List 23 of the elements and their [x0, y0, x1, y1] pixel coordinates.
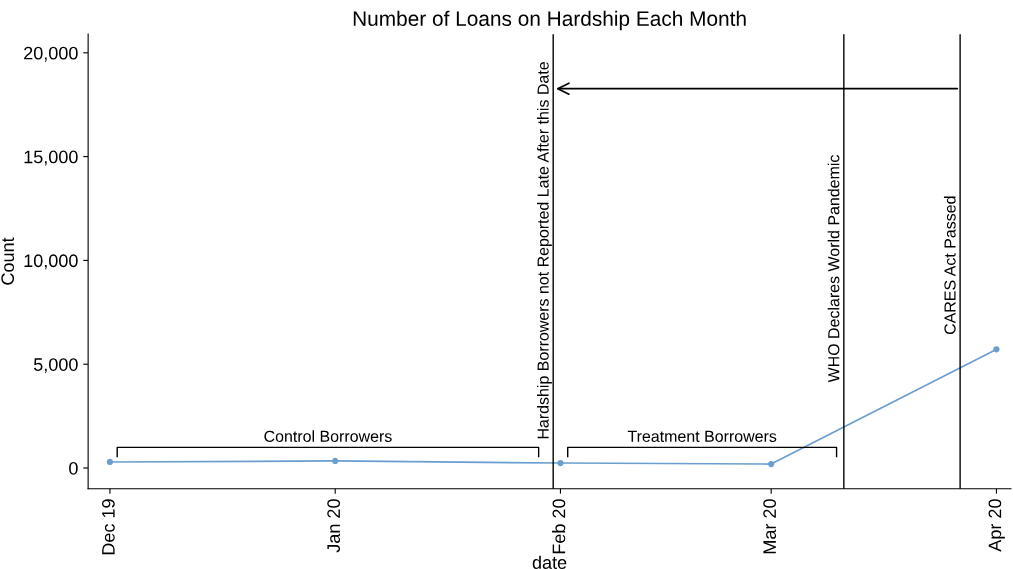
- x-tick-label: Feb 20: [552, 499, 566, 554]
- point: [557, 459, 564, 467]
- ref-line-label: CARES Act Passed: [943, 196, 956, 335]
- x-tick-label: Apr 20: [988, 499, 1005, 552]
- x-tick-label: Jan 20: [327, 499, 341, 553]
- point: [993, 346, 1000, 353]
- annotation: Treatment Borrowers: [627, 430, 777, 442]
- annotation: Control Borrowers: [264, 430, 392, 442]
- y-axis-title: Count: [1, 237, 15, 285]
- x-tick-label: Dec 19: [101, 499, 115, 555]
- y-tick-label: 10,000: [24, 254, 78, 270]
- y-tick-label: 5,000: [33, 358, 78, 374]
- point: [768, 460, 775, 468]
- ref-line-label: WHO Declares World Pandemic: [827, 155, 840, 383]
- point: [332, 457, 339, 465]
- x-tick-label: Mar 20: [763, 499, 777, 554]
- y-tick-label: 0: [69, 461, 78, 475]
- point: [106, 458, 114, 466]
- ref-line-label: Hardship Borrowers not Reported Late After this Date: [537, 62, 552, 439]
- y-tick-label: 20,000: [24, 46, 78, 62]
- x-axis-title: date: [532, 555, 567, 569]
- y-tick-label: 15,000: [24, 150, 78, 166]
- chart-title: Number of Loans on Hardship Each Month: [353, 10, 746, 31]
